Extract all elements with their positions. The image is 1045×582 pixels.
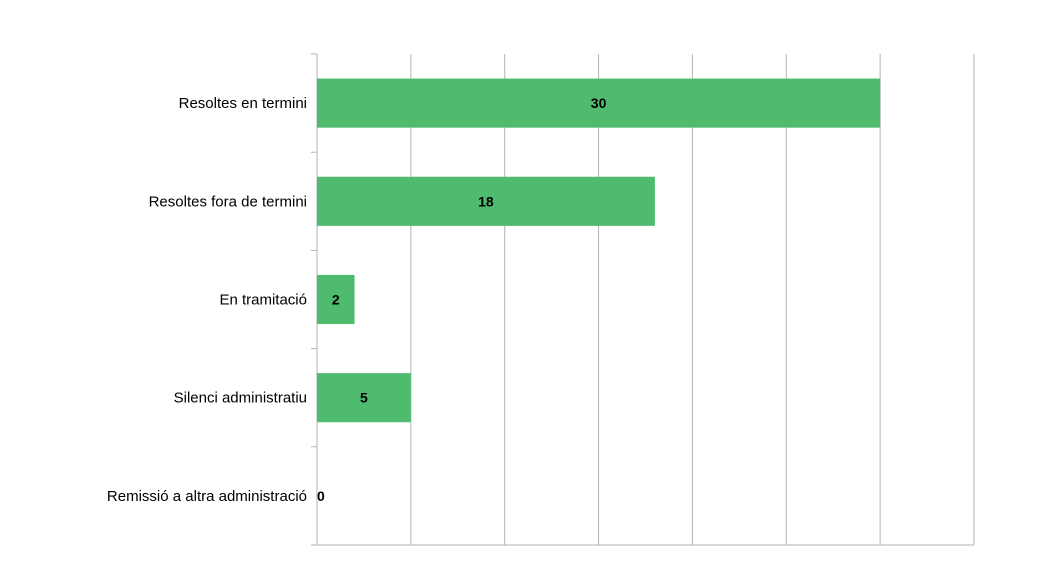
bar <box>317 78 881 128</box>
data-label: 0 <box>317 488 325 504</box>
category-label: Resoltes en termini <box>179 95 307 112</box>
category-label: Silenci administratiu <box>174 390 307 407</box>
data-label: 30 <box>591 95 607 111</box>
bar <box>317 373 411 423</box>
bar <box>317 176 655 226</box>
category-label: Resoltes fora de termini <box>149 193 307 210</box>
bar <box>317 274 355 325</box>
data-label: 18 <box>478 193 494 209</box>
data-label: 5 <box>360 390 368 406</box>
category-label: Remissió a altra administració <box>107 488 307 505</box>
data-label: 2 <box>332 292 340 308</box>
category-label: En tramitació <box>219 292 307 309</box>
